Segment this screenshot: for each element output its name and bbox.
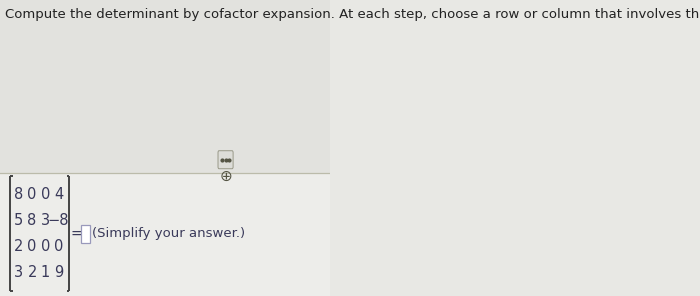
- Text: 4: 4: [54, 187, 63, 202]
- Text: 9: 9: [54, 266, 63, 280]
- Text: 3: 3: [41, 213, 50, 228]
- Text: ⊕: ⊕: [219, 169, 232, 184]
- Text: 3: 3: [14, 266, 23, 280]
- Text: 2: 2: [14, 239, 24, 254]
- Text: 8: 8: [27, 213, 36, 228]
- Text: 0: 0: [41, 239, 50, 254]
- Bar: [81, 225, 90, 243]
- FancyBboxPatch shape: [218, 151, 233, 169]
- Text: 0: 0: [54, 239, 63, 254]
- Text: 0: 0: [41, 187, 50, 202]
- Text: 5: 5: [14, 213, 24, 228]
- Text: 2: 2: [27, 266, 37, 280]
- Text: 0: 0: [27, 239, 37, 254]
- Bar: [0, 173, 330, 296]
- Text: =: =: [71, 226, 83, 241]
- Text: 0: 0: [27, 187, 37, 202]
- Bar: [0, 0, 330, 173]
- Text: Compute the determinant by cofactor expansion. At each step, choose a row or col: Compute the determinant by cofactor expa…: [5, 8, 700, 21]
- Text: (Simplify your answer.): (Simplify your answer.): [92, 227, 246, 240]
- Text: 8: 8: [14, 187, 24, 202]
- Text: −8: −8: [48, 213, 69, 228]
- Text: 1: 1: [41, 266, 50, 280]
